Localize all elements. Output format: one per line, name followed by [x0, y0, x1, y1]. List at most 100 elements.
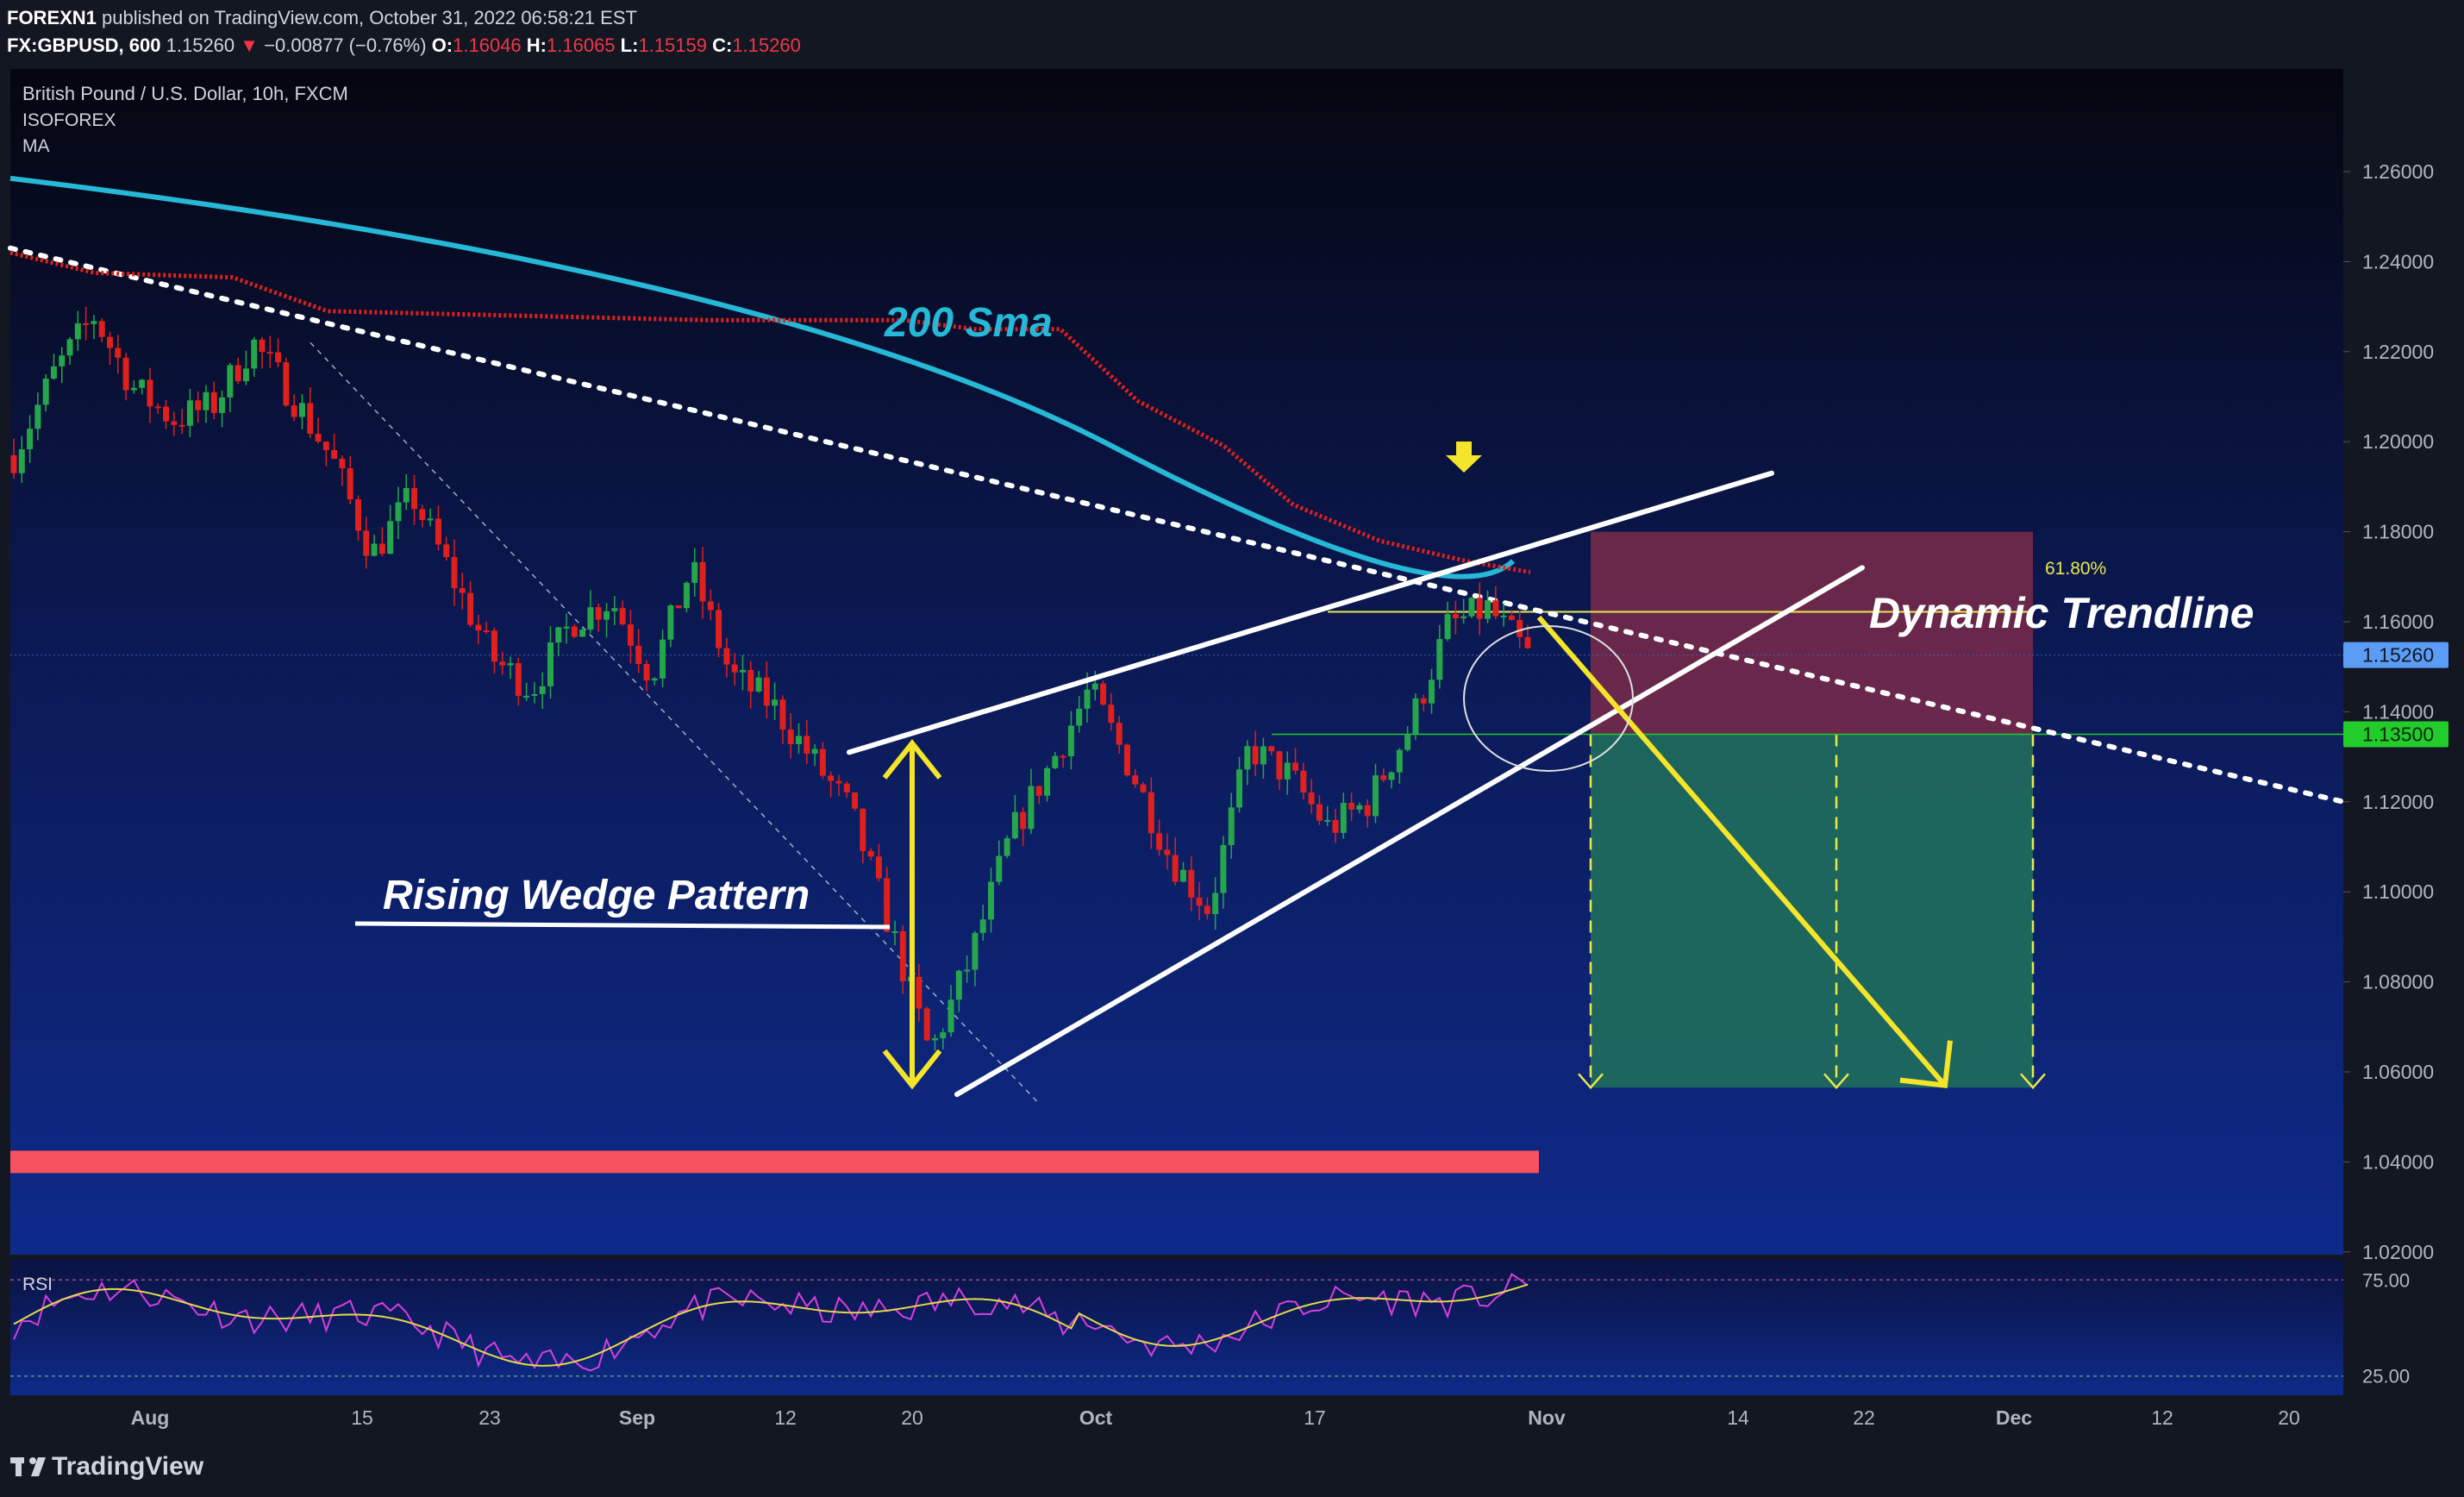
candle-body: [403, 487, 410, 503]
x-tick-label: 23: [478, 1406, 501, 1429]
height-arrow-top: [882, 739, 942, 780]
rsi-tick-label: 75.00: [2362, 1269, 2410, 1291]
candle-body: [964, 969, 971, 972]
publisher-name[interactable]: FOREXN1: [7, 7, 97, 28]
candle-body: [331, 449, 338, 460]
price-change: −0.00877 (−0.76%): [264, 34, 427, 56]
projection-arrow-shaft: [1536, 615, 1948, 1087]
current-price-badge: [2343, 642, 2448, 668]
candle-body: [1364, 805, 1371, 817]
rsi-tick-label: 25.00: [2362, 1366, 2410, 1387]
candle-body: [42, 379, 49, 405]
candle-body: [1116, 723, 1123, 745]
candle-body: [74, 323, 81, 340]
symbol-name[interactable]: FX:GBPUSD, 600: [7, 34, 161, 56]
down-arrow-icon: [1446, 442, 1482, 473]
candle-body: [1508, 615, 1515, 620]
candle-body: [1292, 762, 1299, 771]
candle-body: [1164, 849, 1171, 855]
candle-body: [1348, 803, 1355, 810]
fib-label: 61.80%: [2045, 559, 2106, 579]
candle-body: [1300, 770, 1307, 793]
candle-body: [347, 468, 353, 500]
candle-body: [723, 648, 730, 665]
low-value: 1.15159: [638, 34, 707, 56]
candle-body: [98, 321, 105, 337]
candle-body: [899, 930, 906, 981]
candle-body: [731, 664, 738, 673]
candle-body: [603, 611, 610, 620]
rsi-pane-bg: [10, 1259, 2343, 1395]
candle-body: [1067, 725, 1074, 757]
candle-body: [1468, 598, 1475, 617]
sma200-line: [9, 175, 1516, 579]
candle-body: [747, 669, 754, 692]
candle-body: [18, 449, 25, 473]
candle-body: [683, 582, 690, 609]
publish-info: FOREXN1 published on TradingView.com, Oc…: [7, 7, 637, 29]
candle-body: [884, 878, 891, 932]
zones-layer: [10, 531, 2343, 1174]
candle-body: [619, 608, 626, 625]
candle-body: [947, 999, 954, 1033]
candle-body: [1404, 734, 1411, 750]
candle-body: [499, 661, 506, 666]
candle-body: [1444, 614, 1451, 640]
candle-body: [579, 629, 586, 637]
candle-body: [819, 748, 826, 776]
isoforex-ma-line: [9, 250, 1531, 575]
candle-body: [34, 404, 41, 429]
candle-body: [804, 736, 810, 755]
candle-body: [130, 387, 137, 391]
candle-body: [1308, 792, 1315, 805]
candle-body: [1244, 746, 1251, 770]
candle-body: [1084, 689, 1091, 709]
x-tick-label: Oct: [1079, 1406, 1113, 1429]
candle-body: [1324, 819, 1331, 822]
low-label: L:: [620, 34, 639, 56]
tradingview-logo[interactable]: TradingView: [10, 1452, 203, 1481]
high-value: 1.16065: [547, 34, 616, 56]
candle-body: [547, 642, 553, 686]
height-arrow-bottom: [882, 1049, 942, 1090]
candle-body: [691, 561, 698, 583]
candle-body: [186, 400, 193, 426]
candle-body: [1396, 749, 1403, 773]
candle-body: [1236, 769, 1243, 808]
y-tick-label: 1.16000: [2362, 611, 2434, 633]
x-tick-label: Nov: [1528, 1406, 1566, 1429]
candle-body: [1485, 600, 1492, 619]
candle-body: [860, 808, 866, 851]
candle-body: [507, 663, 514, 666]
candle-body: [1284, 762, 1291, 780]
candle-body: [1452, 614, 1459, 619]
candle-body: [1276, 751, 1283, 780]
candle-body: [1020, 811, 1027, 830]
candle-body: [1156, 833, 1163, 850]
y-tick-label: 1.20000: [2362, 430, 2434, 453]
x-tick-label: 22: [1853, 1406, 1875, 1429]
lines-layer: [8, 175, 2346, 1105]
candle-body: [1476, 598, 1483, 619]
close-label: C:: [712, 34, 733, 56]
y-tick-label: 1.22000: [2362, 341, 2434, 363]
candle-body: [787, 730, 794, 744]
candle-body: [1028, 786, 1035, 830]
candle-body: [219, 397, 226, 413]
candle-body: [322, 442, 329, 450]
open-value: 1.16046: [453, 34, 522, 56]
candle-body: [491, 630, 497, 662]
candle-body: [996, 855, 1003, 882]
candle-body: [210, 391, 217, 413]
target-tick-0: [1578, 1073, 1604, 1090]
candle-body: [611, 608, 618, 611]
candle-body: [835, 780, 842, 784]
candle-body: [1076, 708, 1083, 726]
y-tick-label: 1.06000: [2362, 1061, 2434, 1083]
candle-body: [1172, 855, 1179, 882]
candle-body: [1108, 705, 1115, 723]
candle-body: [1060, 755, 1066, 758]
candle-body: [867, 850, 874, 857]
candle-body: [395, 502, 402, 522]
